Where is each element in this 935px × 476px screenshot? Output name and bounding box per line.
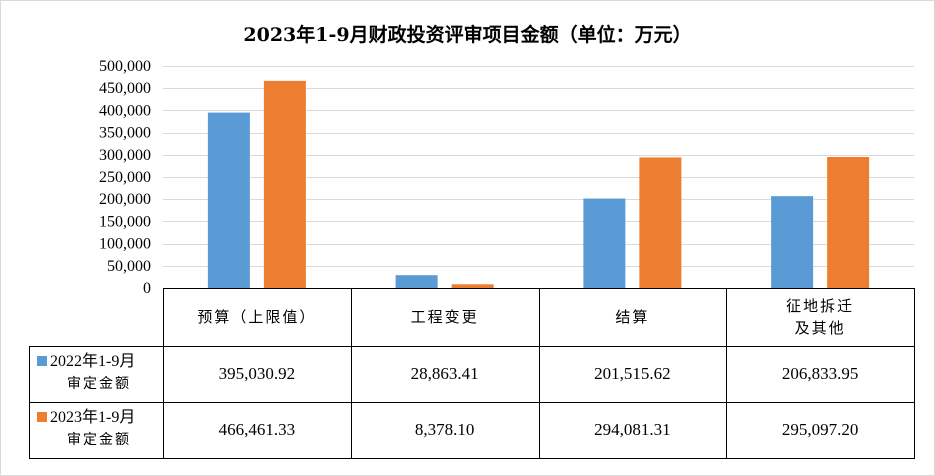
category-label-line: 及其他 [794, 319, 846, 337]
bar [771, 196, 814, 288]
category-label-line: 结算 [615, 308, 650, 326]
y-tick-label: 300,000 [99, 147, 151, 164]
category-label-line: 征地拆迁 [786, 297, 855, 315]
legend-name-line1: 2023年1-9月 [37, 407, 161, 429]
table-border [29, 346, 30, 459]
chart-title: 2023年1-9月财政投资评审项目金额（单位：万元） [243, 24, 692, 46]
y-tick-label: 400,000 [99, 102, 151, 119]
y-tick-label: 500,000 [99, 58, 151, 75]
table-border [726, 288, 728, 459]
data-value: 295,097.20 [781, 420, 859, 439]
data-value: 294,081.31 [594, 420, 671, 439]
data-value: 201,515.62 [594, 364, 671, 383]
category-label-line: 预算（上限值） [197, 308, 317, 326]
category-label: 征地拆迁 及其他 [726, 288, 914, 346]
table-border [29, 346, 915, 347]
category-label-line: 工程变更 [410, 308, 479, 326]
legend-swatch [37, 412, 47, 422]
bar [395, 275, 438, 288]
category-label: 预算（上限值） [163, 288, 351, 346]
table-border [538, 288, 540, 459]
bars [207, 80, 870, 289]
data-value: 466,461.33 [218, 420, 296, 439]
legend-name-line2: 审定金额 [67, 376, 131, 392]
data-value: 206,833.95 [781, 364, 859, 383]
table-border [163, 288, 164, 459]
legend-name-line2: 审定金额 [67, 432, 131, 448]
bar [827, 156, 870, 288]
legend-name-text: 2022年1-9月 [50, 353, 136, 370]
legend-swatch [37, 356, 47, 366]
category-label: 工程变更 [351, 288, 539, 346]
y-tick-label: 100,000 [99, 236, 151, 253]
y-tick-label: 350,000 [99, 125, 151, 142]
table-border [29, 458, 915, 459]
table-border [29, 402, 915, 403]
y-tick-label: 450,000 [99, 80, 151, 97]
legend-entry: 2023年1-9月审定金额 [37, 407, 161, 451]
legend-entry: 2022年1-9月审定金额 [37, 351, 161, 395]
y-axis-ticks: 0 50,000 100,000 150,000 200,000 250,000 300,0… [99, 58, 151, 297]
y-tick-label: 150,000 [99, 213, 151, 230]
bar [583, 198, 626, 288]
data-value: 8,378.10 [414, 420, 475, 439]
bar [639, 157, 682, 288]
y-tick-label: 50,000 [107, 258, 151, 275]
bar [263, 80, 306, 288]
bar [207, 112, 250, 289]
bar [451, 284, 494, 288]
legend-name-line1: 2022年1-9月 [37, 351, 161, 373]
data-value: 28,863.41 [410, 364, 479, 383]
table-border [914, 288, 915, 459]
y-tick-label: 250,000 [99, 169, 151, 186]
legend-name-text: 2023年1-9月 [50, 409, 136, 426]
y-tick-label: 0 [143, 280, 151, 297]
y-tick-label: 200,000 [99, 191, 151, 208]
data-value: 395,030.92 [218, 364, 296, 383]
table-border [350, 288, 352, 459]
category-label: 结算 [539, 288, 727, 346]
